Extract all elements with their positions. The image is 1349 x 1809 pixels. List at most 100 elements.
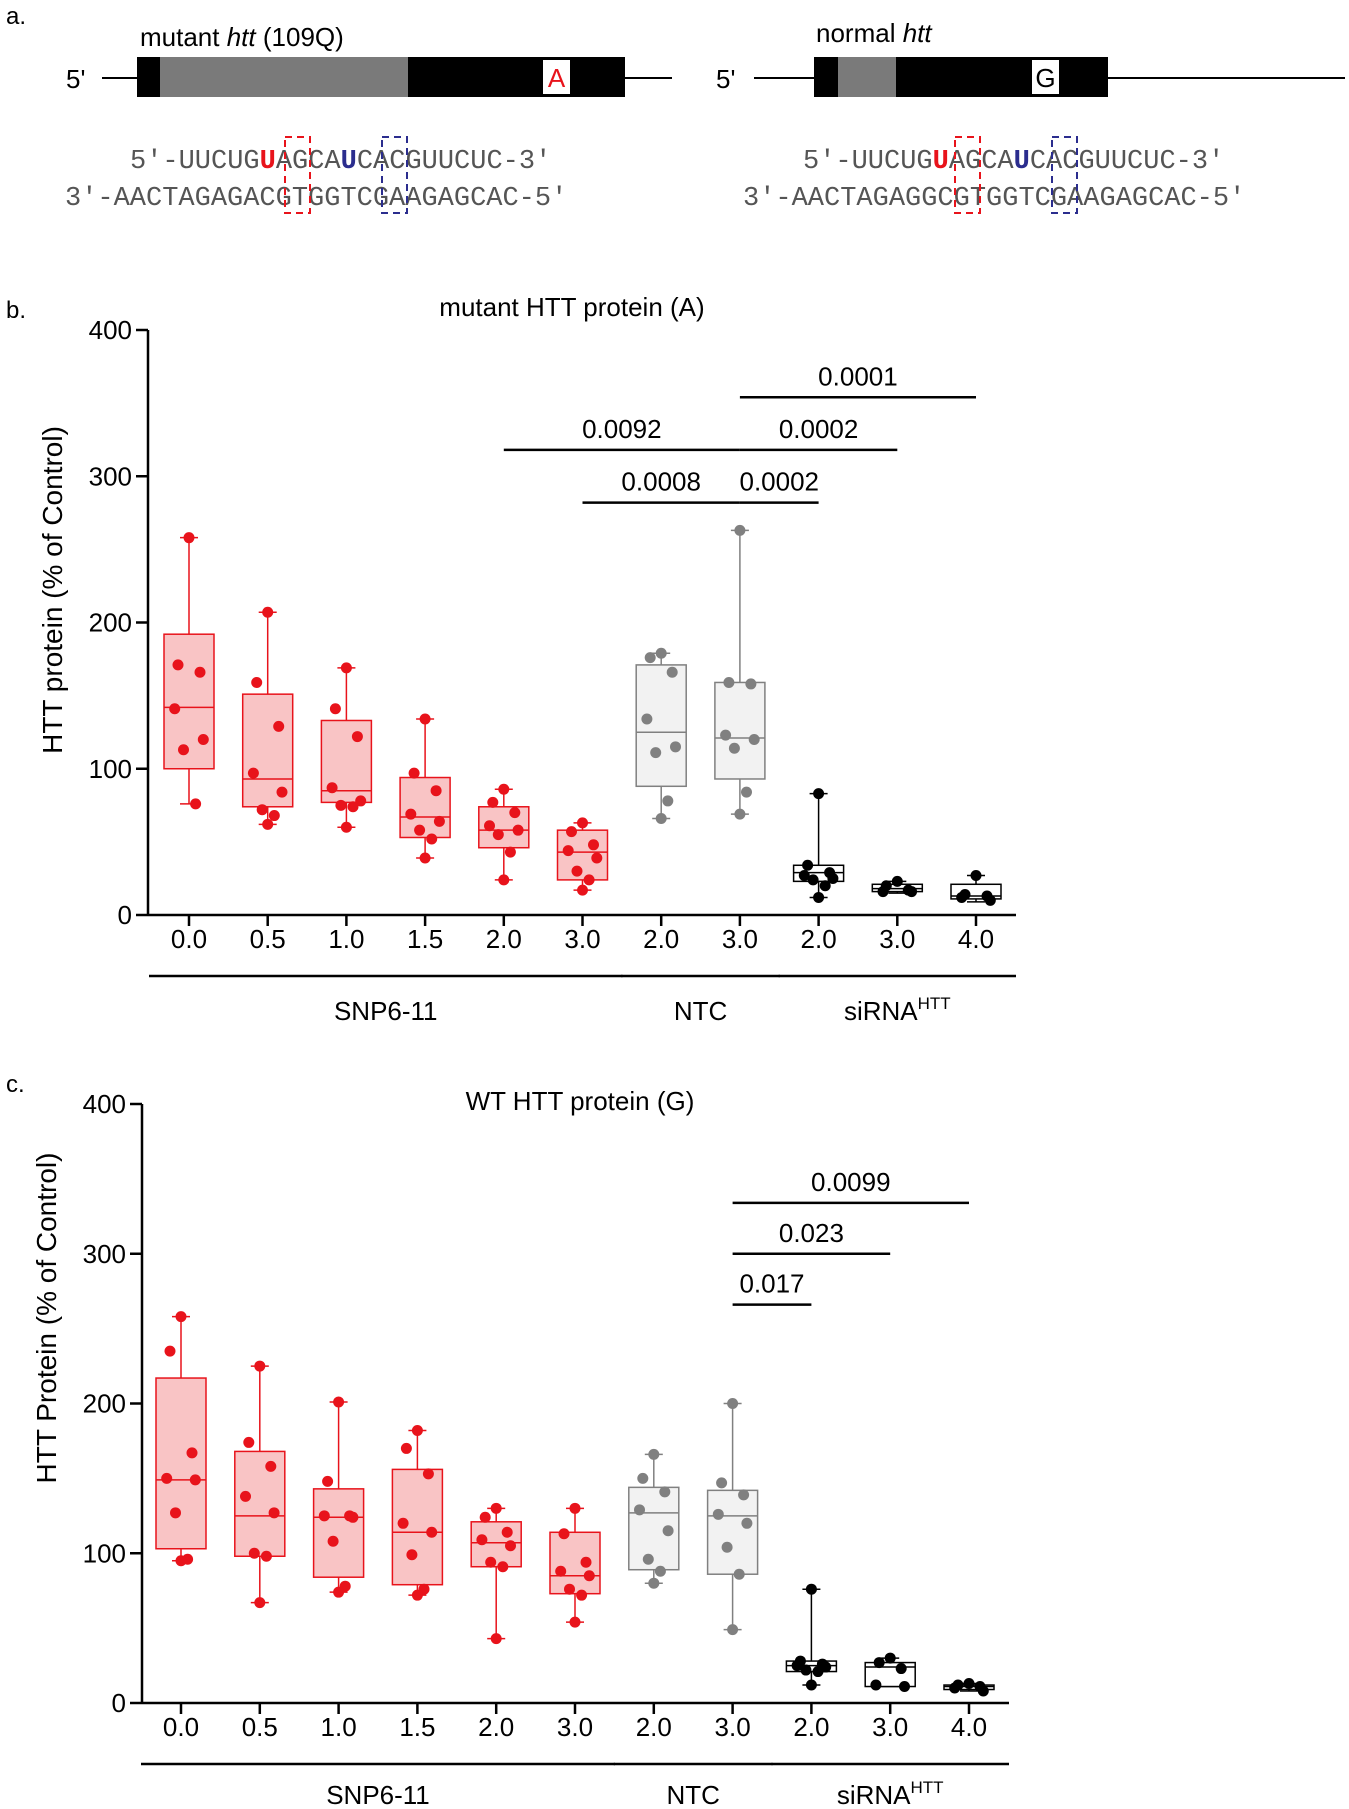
data-point <box>426 1526 438 1538</box>
data-point <box>262 606 274 618</box>
data-point <box>723 676 735 688</box>
data-point <box>183 532 195 544</box>
data-point <box>247 767 259 779</box>
data-point <box>949 1682 961 1694</box>
mutant-cag-repeat-region <box>160 57 408 97</box>
data-point <box>419 852 431 864</box>
x-tick-label: 3.0 <box>872 1712 908 1742</box>
data-point <box>571 865 583 877</box>
chart-c-title: WT HTT protein (G) <box>466 1086 695 1116</box>
y-tick-label: 0 <box>112 1688 126 1718</box>
data-point <box>558 1528 570 1540</box>
data-point <box>895 1663 907 1675</box>
data-point <box>190 798 202 810</box>
mutant-snp-base: A <box>548 63 566 93</box>
group-label: NTC <box>666 1780 719 1809</box>
data-point <box>720 729 732 741</box>
data-point <box>659 1486 671 1498</box>
data-point <box>262 818 274 830</box>
normal-cag-repeat-region <box>838 57 896 97</box>
data-point <box>194 666 206 678</box>
data-point <box>813 891 825 903</box>
box-series <box>871 875 924 898</box>
data-point <box>654 1565 666 1577</box>
data-point <box>265 1460 277 1472</box>
data-point <box>340 821 352 833</box>
data-point <box>327 1535 339 1547</box>
data-point <box>812 1666 824 1678</box>
data-point <box>728 742 740 754</box>
mutant-target-sequence: 3'-AACTAGAGACGTGGTCGAAGAGCAC-5' <box>65 184 567 214</box>
data-point <box>276 786 288 798</box>
data-point <box>641 713 653 725</box>
x-tick-label: 1.0 <box>321 1712 357 1742</box>
data-point <box>813 788 825 800</box>
data-point <box>577 884 588 896</box>
data-point <box>430 785 442 797</box>
box-series <box>478 783 530 886</box>
data-point <box>189 1474 201 1486</box>
data-point <box>745 678 757 690</box>
data-point <box>827 872 839 884</box>
x-tick-label: 0.5 <box>242 1712 278 1742</box>
data-point <box>175 1311 187 1323</box>
mutant-five-prime-label: 5' <box>66 64 85 94</box>
x-tick-label: 3.0 <box>879 924 915 954</box>
group-label: siRNAHTT <box>844 994 951 1026</box>
data-point <box>498 783 510 795</box>
data-point <box>347 801 359 813</box>
x-tick-label: 3.0 <box>715 1712 751 1742</box>
data-point <box>562 845 574 857</box>
box-series <box>950 870 1002 906</box>
data-point <box>406 1549 418 1561</box>
data-point <box>577 817 588 829</box>
box-series <box>241 606 294 830</box>
data-point <box>476 1534 488 1546</box>
x-tick-label: 4.0 <box>958 924 994 954</box>
data-point <box>497 1561 509 1573</box>
data-point <box>891 875 903 887</box>
normal-target-sequence: 3'-AACTAGAGGCGTGGTCGAAGAGCAC-5' <box>743 184 1245 214</box>
data-point <box>591 852 603 864</box>
data-point <box>400 1442 412 1454</box>
data-point <box>251 676 263 688</box>
mutant-htt-title: mutant htt (109Q) <box>140 22 344 52</box>
box-iqr <box>549 1531 601 1595</box>
data-point <box>569 1502 581 1514</box>
box-iqr <box>391 1468 444 1586</box>
data-point <box>648 1577 660 1589</box>
data-point <box>433 815 445 827</box>
chart-wt-htt: c. WT HTT protein (G) HTT Protein (% of … <box>6 1071 1009 1809</box>
y-tick-label: 100 <box>89 754 132 784</box>
box-series <box>628 1448 680 1589</box>
box-series <box>864 1652 916 1693</box>
panel-a-label: a. <box>6 3 26 30</box>
data-point <box>899 1681 910 1693</box>
data-point <box>734 524 746 536</box>
data-point <box>805 1679 817 1691</box>
data-point <box>498 874 510 886</box>
p-value-label: 0.0002 <box>739 467 819 497</box>
data-point <box>670 741 681 753</box>
data-point <box>178 744 189 756</box>
data-point <box>666 666 678 678</box>
p-value-label: 0.0099 <box>811 1167 891 1197</box>
data-point <box>161 1472 173 1484</box>
normal-blue-mismatch-box <box>1051 136 1078 214</box>
data-point <box>355 795 367 807</box>
box-series <box>635 647 687 824</box>
y-tick-label: 100 <box>83 1538 126 1568</box>
mutant-snp-box <box>543 60 570 94</box>
box-iqr <box>163 633 215 770</box>
data-point <box>802 859 814 871</box>
data-point <box>268 1507 280 1519</box>
panel-b-label: b. <box>6 297 26 324</box>
data-point <box>655 812 667 824</box>
box-iqr <box>706 1489 759 1575</box>
box-series <box>556 817 609 896</box>
data-point <box>240 1490 251 1502</box>
box-series <box>706 1398 759 1636</box>
y-tick-label: 400 <box>89 315 132 345</box>
data-point <box>956 891 968 903</box>
data-point <box>509 807 521 819</box>
